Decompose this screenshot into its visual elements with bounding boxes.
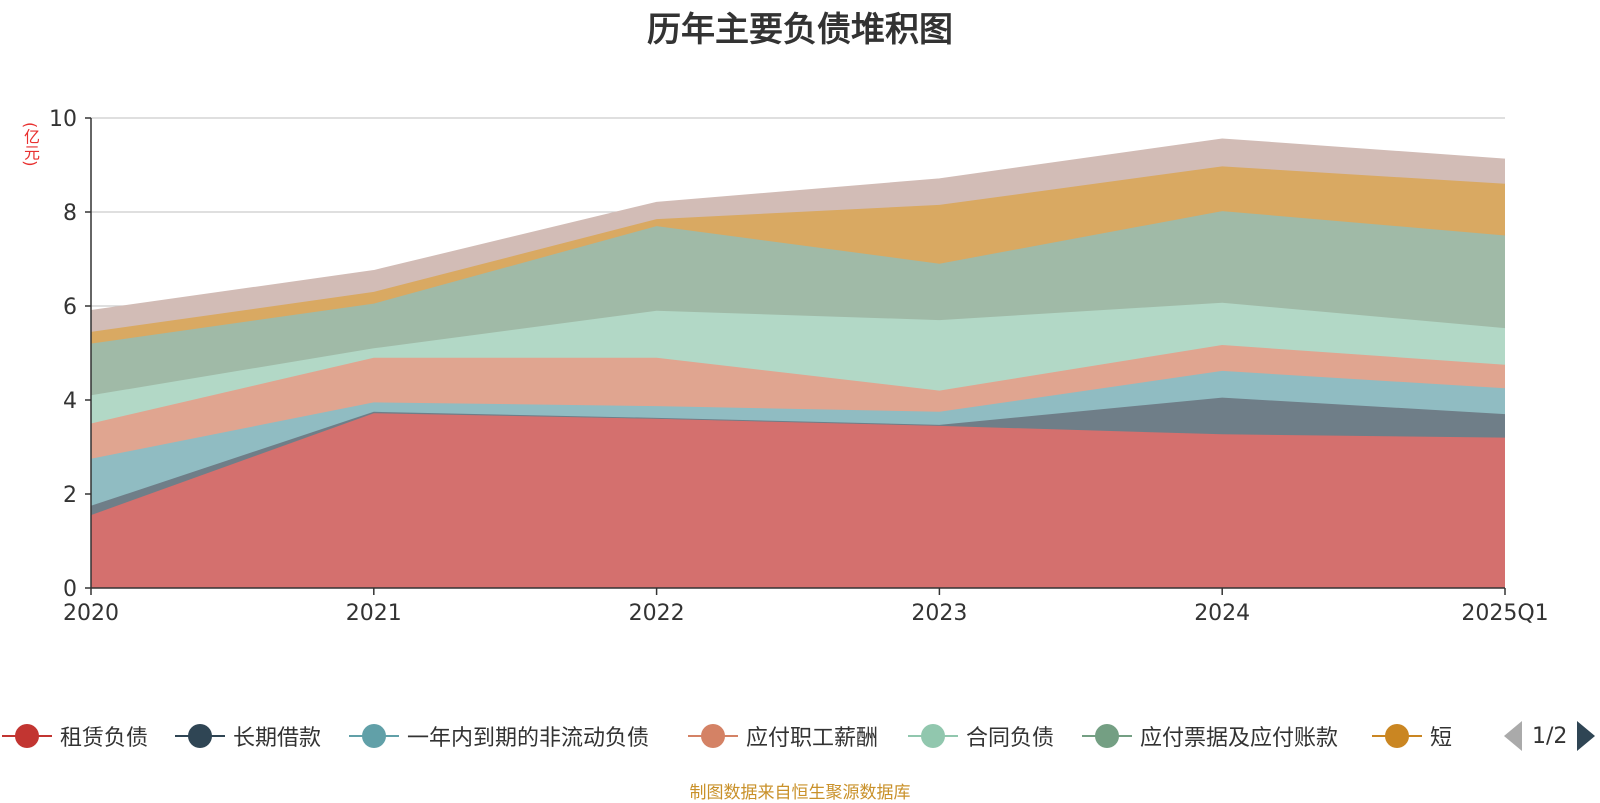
- pager-next-icon[interactable]: [1577, 721, 1596, 751]
- x-tick-label: 2022: [629, 601, 685, 626]
- area-series: [90, 138, 1506, 588]
- legend: 租赁负债 长期借款 一年内到期的非流动负债 应付职工薪酬 合同负债 应付票据及应付账款 短: [0, 714, 1600, 758]
- pager-page-indicator: 1/2: [1532, 723, 1568, 749]
- x-tick-label: 2025Q1: [1461, 601, 1548, 626]
- legend-label: 应付职工薪酬: [746, 726, 879, 751]
- area-series-7[interactable]: [91, 139, 1505, 332]
- area-series-4[interactable]: [91, 302, 1505, 424]
- legend-marker-icon: [1372, 724, 1422, 748]
- y-tick-label: 0: [63, 577, 77, 602]
- legend-label: 一年内到期的非流动负债: [407, 726, 650, 751]
- source-note: 制图数据来自恒生聚源数据库: [689, 783, 911, 803]
- x-tick-label: 2020: [63, 601, 119, 626]
- legend-item[interactable]: 应付职工薪酬: [688, 714, 878, 758]
- chart-title: 历年主要负债堆积图: [647, 10, 953, 50]
- legend-label: 短: [1430, 726, 1453, 751]
- stacked-area-chart: 0 2 4 6 8 10 2020 2021 2022 2023 2024 2025Q1: [49, 107, 1549, 626]
- y-tick-label: 4: [63, 389, 77, 414]
- legend-item[interactable]: 租赁负债: [2, 714, 148, 758]
- y-axis-unit-label: (亿元): [21, 122, 40, 167]
- area-series-1[interactable]: [91, 397, 1505, 516]
- legend-pager: 1/2: [1500, 714, 1600, 758]
- area-series-0[interactable]: [91, 413, 1505, 588]
- legend-item[interactable]: 一年内到期的非流动负债: [349, 714, 649, 758]
- y-tick-label: 6: [63, 295, 77, 320]
- legend-marker-icon: [908, 724, 958, 748]
- y-tick-label: 10: [49, 107, 77, 132]
- area-series-6[interactable]: [91, 166, 1505, 344]
- legend-label: 合同负债: [966, 726, 1055, 751]
- pager-prev-icon[interactable]: [1504, 721, 1522, 751]
- legend-label: 租赁负债: [60, 726, 149, 751]
- y-tick-label: 8: [63, 201, 77, 226]
- legend-item[interactable]: 合同负债: [908, 714, 1054, 758]
- area-series-5[interactable]: [91, 211, 1505, 396]
- legend-marker-icon: [349, 724, 399, 748]
- legend-item[interactable]: 短: [1372, 714, 1452, 758]
- area-series-2[interactable]: [91, 370, 1505, 506]
- y-tick-label: 2: [63, 483, 77, 508]
- legend-label: 应付票据及应付账款: [1140, 726, 1339, 751]
- x-tick-label: 2023: [911, 601, 967, 626]
- x-tick-label: 2024: [1194, 601, 1250, 626]
- legend-marker-icon: [2, 724, 52, 748]
- legend-item[interactable]: 长期借款: [175, 714, 321, 758]
- area-series-3[interactable]: [91, 345, 1505, 459]
- series-line-7: [90, 138, 1506, 312]
- x-tick-label: 2021: [346, 601, 402, 626]
- legend-marker-icon: [1082, 724, 1132, 748]
- legend-marker-icon: [688, 724, 738, 748]
- legend-item[interactable]: 应付票据及应付账款: [1082, 714, 1338, 758]
- axes: 0 2 4 6 8 10 2020 2021 2022 2023 2024 2025Q1: [49, 107, 1549, 626]
- legend-marker-icon: [175, 724, 225, 748]
- legend-label: 长期借款: [233, 726, 322, 751]
